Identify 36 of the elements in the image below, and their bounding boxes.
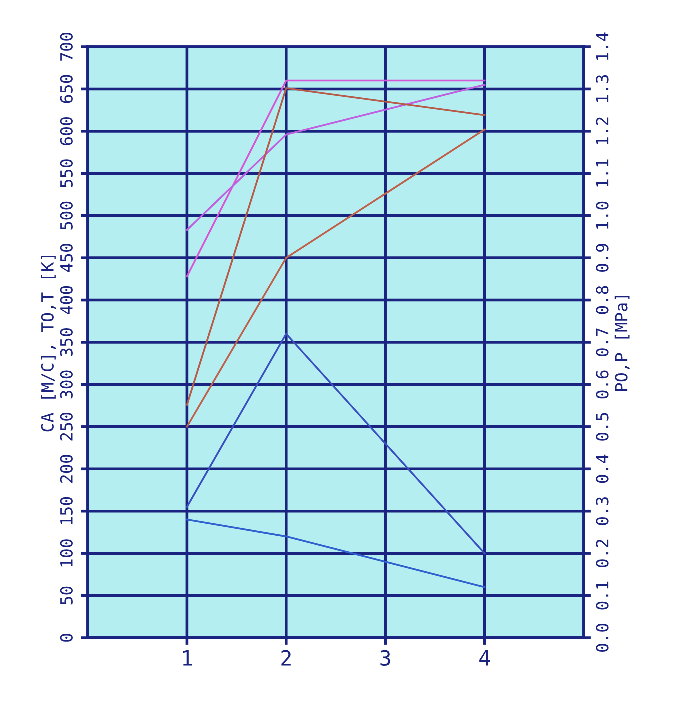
y-tick-label: 700 bbox=[60, 33, 73, 61]
y2-tick-label: 1.1 bbox=[596, 160, 609, 187]
y2-tick-label: 0.3 bbox=[596, 498, 609, 526]
y2-tick-label: 0.1 bbox=[596, 582, 609, 610]
x-tick-label: 4 bbox=[480, 650, 490, 666]
y2-tick-label: 1.4 bbox=[596, 32, 609, 60]
x-tick-label: 1 bbox=[183, 650, 192, 666]
y2-tick-label: 0.4 bbox=[596, 454, 609, 484]
y-tick-label: 150 bbox=[60, 497, 73, 524]
y-tick-label: 300 bbox=[60, 370, 73, 399]
y-tick-label: 0 bbox=[60, 634, 73, 642]
x-tick-label: 2 bbox=[282, 650, 291, 666]
y-tick-label: 450 bbox=[60, 244, 73, 272]
y-tick-label: 650 bbox=[60, 75, 73, 104]
y2-tick-label: 0.5 bbox=[596, 413, 609, 441]
y-tick-label: 550 bbox=[60, 160, 73, 188]
y2-tick-label: 1.2 bbox=[596, 118, 609, 144]
y-tick-label: 100 bbox=[60, 540, 73, 567]
y2-tick-label: 0.6 bbox=[596, 370, 609, 399]
y-axis-title: CA [M/C], TO,T [K] bbox=[41, 256, 56, 432]
y-tick-label: 200 bbox=[60, 455, 73, 483]
x-tick-label: 3 bbox=[380, 650, 390, 666]
y-tick-label: 500 bbox=[60, 202, 73, 230]
y2-tick-label: 0.8 bbox=[596, 286, 609, 314]
y2-tick-label: 0.2 bbox=[596, 540, 609, 568]
y-tick-label: 250 bbox=[60, 412, 73, 441]
y-tick-label: 50 bbox=[60, 586, 73, 605]
y2-tick-label: 0.9 bbox=[596, 244, 609, 272]
y2-tick-label: 1.0 bbox=[596, 202, 609, 229]
y2-tick-label: 0.7 bbox=[596, 328, 609, 356]
y2-tick-label: 1.3 bbox=[596, 75, 609, 102]
y-tick-label: 600 bbox=[60, 117, 73, 146]
y-tick-label: 400 bbox=[60, 286, 73, 315]
y-tick-label: 350 bbox=[60, 328, 73, 356]
y2-axis-title: PO,P [MPa] bbox=[614, 296, 630, 392]
y2-tick-label: 0.0 bbox=[596, 624, 609, 652]
